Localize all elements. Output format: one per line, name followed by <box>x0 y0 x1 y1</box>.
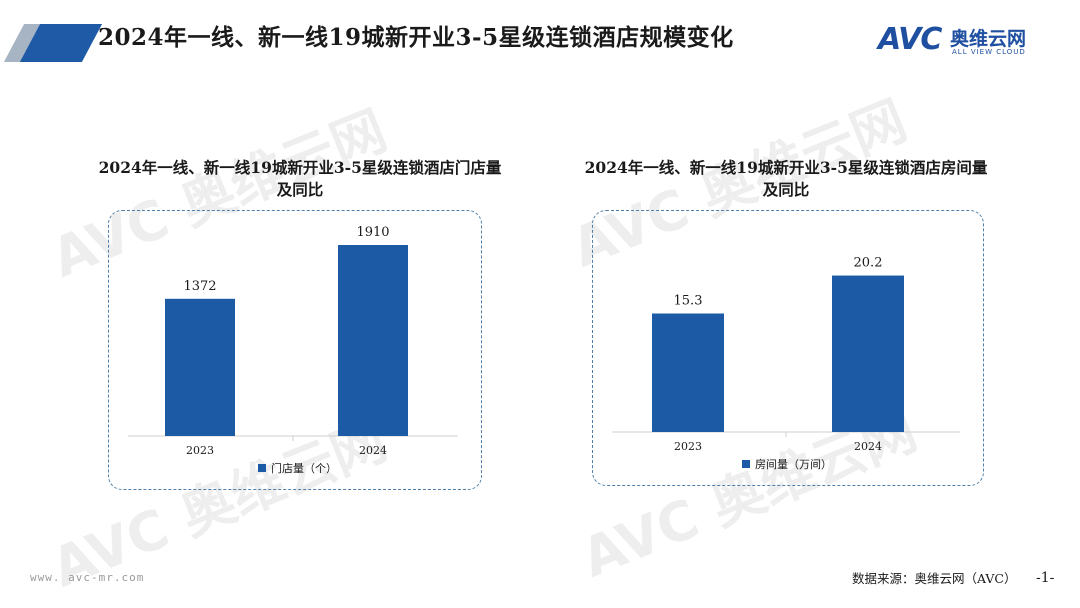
chart-2-title: 2024年一线、新一线19城新开业3-5星级连锁酒店房间量 及同比 <box>566 157 1006 201</box>
bar-2023 <box>652 313 724 432</box>
chart-1-frame <box>108 210 482 490</box>
legend-label: 房间量（万间） <box>755 458 832 471</box>
x-tick-label-2023: 2023 <box>674 440 702 453</box>
legend-swatch <box>258 464 266 472</box>
chart-2-title-line-2: 及同比 <box>762 180 810 199</box>
brand-logo: AVC 奥维云网 ALL VIEW CLOUD <box>878 22 1058 60</box>
data-source: 数据来源：奥维云网（AVC） <box>852 571 1017 586</box>
data-label-2024: 1910 <box>356 225 389 240</box>
chart-2-frame <box>592 210 984 486</box>
brand-logo-mark: AVC <box>878 22 942 57</box>
legend-swatch <box>742 460 750 468</box>
title-bar: 2024年一线、新一线19城新开业3-5星级连锁酒店规模变化 AVC 奥维云网 … <box>0 0 1080 70</box>
brand-name-en: ALL VIEW CLOUD <box>952 48 1026 56</box>
chart-1-title-line-1: 2024年一线、新一线19城新开业3-5星级连锁酒店门店量 <box>98 158 502 177</box>
chart-1-plot: 1372 2023 1910 2024 门店量（个） <box>128 225 458 475</box>
chart-2-title-line-1: 2024年一线、新一线19城新开业3-5星级连锁酒店房间量 <box>584 158 988 177</box>
legend-label: 门店量（个） <box>271 461 337 475</box>
page-number: -1- <box>1036 570 1055 586</box>
data-label-2023: 15.3 <box>674 294 703 309</box>
page-title: 2024年一线、新一线19城新开业3-5星级连锁酒店规模变化 <box>98 24 734 51</box>
data-label-2023: 1372 <box>183 279 216 294</box>
bar-2024 <box>832 275 904 432</box>
chart-2-plot: 15.3 2023 20.2 2024 房间量（万间） <box>612 256 960 471</box>
bar-2023 <box>165 298 235 436</box>
footer-url: www. avc-mr.com <box>30 571 145 584</box>
x-tick-label-2024: 2024 <box>359 444 387 457</box>
bar-2024 <box>338 245 408 436</box>
chart-1-title-line-2: 及同比 <box>276 180 324 199</box>
chart-1-title: 2024年一线、新一线19城新开业3-5星级连锁酒店门店量 及同比 <box>80 157 520 201</box>
x-tick-label-2023: 2023 <box>186 444 214 457</box>
data-label-2024: 20.2 <box>854 256 883 271</box>
x-tick-label-2024: 2024 <box>854 440 882 453</box>
brand-name-cn: 奥维云网 <box>950 28 1027 50</box>
